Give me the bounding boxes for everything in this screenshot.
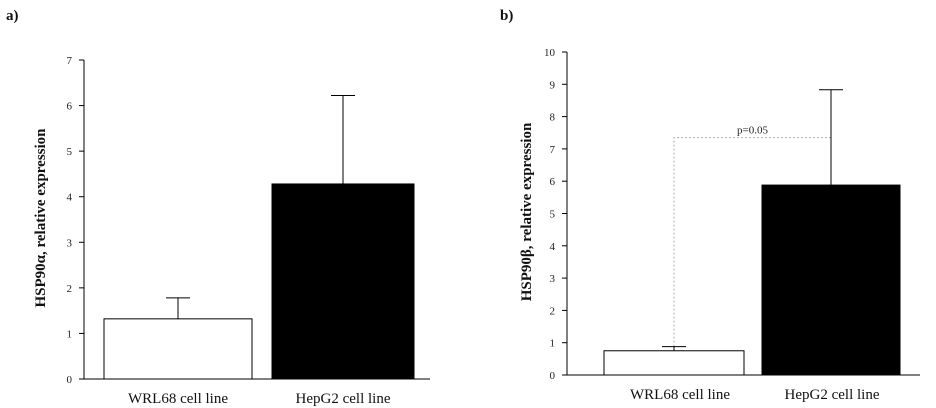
panel-b-tick-label: 4 [550, 241, 556, 253]
chart-panel-a: a) HSP90α, relative expression 01234567 … [6, 8, 430, 407]
panel-b-tick-label: 5 [550, 209, 556, 221]
panel-b-category-label-hepg2: HepG2 cell line [785, 387, 880, 403]
panel-a-tick-label: 6 [67, 101, 73, 113]
panel-b-tick-label: 8 [550, 112, 556, 124]
panel-b-tick-label: 1 [550, 338, 556, 350]
panel-a-category-label-hepg2: HepG2 cell line [296, 391, 391, 407]
panel-a-tick-label: 0 [67, 374, 73, 386]
panel-b-tick-label: 2 [550, 305, 556, 317]
panel-b-bar-hepg2 [761, 184, 901, 376]
panel-a-label: a) [6, 8, 19, 24]
panel-a-tick-label: 4 [67, 192, 73, 204]
panel-b-tick-label: 7 [550, 144, 556, 156]
panel-b-tick-label: 0 [550, 370, 556, 382]
panel-a-tick-label: 1 [67, 328, 73, 340]
panel-a-tick-label: 3 [67, 237, 73, 249]
panel-a-bar-hepg2 [271, 183, 415, 380]
panel-b-category-label-wrl68: WRL68 cell line [630, 387, 730, 403]
panel-a-tick-label: 7 [67, 55, 73, 67]
panel-b-tick-label: 3 [550, 273, 556, 285]
panel-b-tick-label: 6 [550, 176, 556, 188]
panel-b-significance-label: p=0.05 [737, 125, 768, 137]
panel-a-bar-wrl68 [103, 318, 253, 380]
panel-b-y-axis-label: HSP90β, relative expression [519, 122, 535, 301]
panel-a-tick-label: 5 [67, 146, 73, 158]
panel-a-y-axis-label: HSP90α, relative expression [33, 128, 49, 308]
panel-b-label: b) [500, 8, 513, 24]
panel-b-bar-wrl68 [603, 350, 745, 376]
panel-a-tick-label: 2 [67, 283, 73, 295]
panel-b-tick-label: 9 [550, 79, 556, 91]
chart-panel-b: b) HSP90β, relative expression 0 1 2 3 4 5 6 7 8… [500, 8, 920, 403]
panel-b-tick-label: 10 [544, 47, 556, 59]
panel-a-category-label-wrl68: WRL68 cell line [128, 391, 228, 407]
